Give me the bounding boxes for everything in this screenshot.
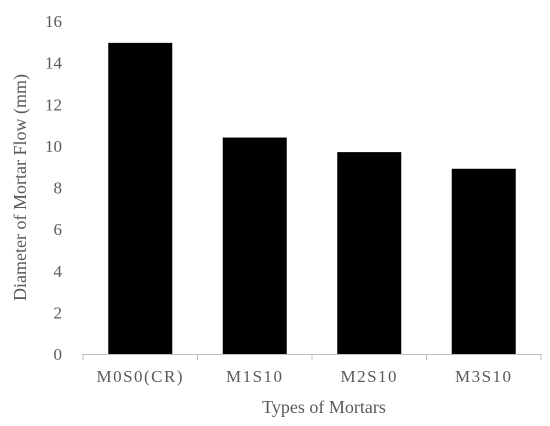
x-axis-ticks (82, 354, 542, 360)
bars-group (108, 42, 516, 355)
x-axis-category-labels: M0S0(CR) M1S10 M2S10 M3S10 (96, 367, 513, 386)
y-tick-label: 12 (45, 95, 62, 114)
bar (337, 152, 402, 354)
x-category-label: M3S10 (455, 367, 513, 386)
y-tick-label: 0 (54, 345, 63, 364)
bar (108, 42, 173, 355)
y-tick-label: 14 (45, 54, 63, 73)
x-category-label: M2S10 (340, 367, 398, 386)
y-axis-title: Diameter of Mortar Flow (mm) (10, 74, 31, 301)
y-tick-label: 4 (54, 262, 63, 281)
y-tick-label: 16 (45, 12, 62, 31)
bar (451, 168, 516, 354)
y-tick-label: 6 (54, 220, 63, 239)
y-axis-ticks: 0 2 4 6 8 10 12 14 16 (45, 12, 63, 364)
bar (222, 137, 287, 354)
y-tick-label: 8 (54, 179, 63, 198)
x-category-label: M1S10 (226, 367, 284, 386)
y-tick-label: 2 (54, 303, 63, 322)
y-tick-label: 10 (45, 137, 62, 156)
x-axis-title: Types of Mortars (262, 397, 386, 417)
x-category-label: M0S0(CR) (96, 367, 184, 386)
